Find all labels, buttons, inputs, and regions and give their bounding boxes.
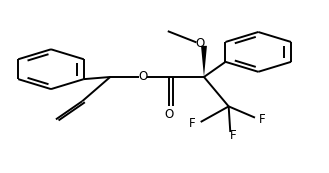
Text: F: F [259,113,266,126]
Text: O: O [195,37,204,50]
Polygon shape [201,46,207,77]
Text: O: O [139,70,148,84]
Text: O: O [165,108,174,121]
Text: F: F [230,129,237,142]
Text: F: F [189,117,196,130]
